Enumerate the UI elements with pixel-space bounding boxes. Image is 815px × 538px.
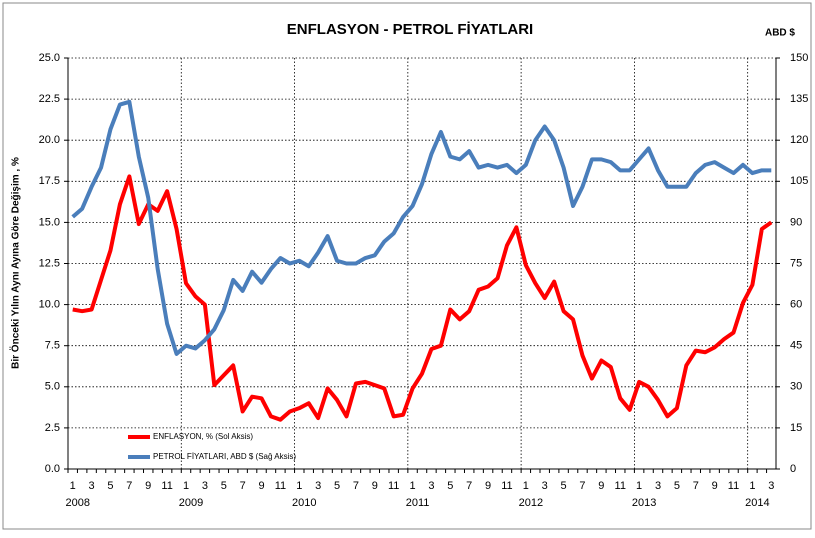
- y-tick-label: 10.0: [39, 299, 60, 311]
- x-tick-label: 11: [275, 480, 286, 492]
- y-tick-label: 2.5: [45, 422, 60, 434]
- x-tick-label: 3: [315, 480, 321, 492]
- x-group-label: 2010: [292, 497, 316, 509]
- x-tick-label: 9: [145, 480, 151, 492]
- x-tick-label: 9: [485, 480, 491, 492]
- y2-tick-label: 15: [790, 422, 802, 434]
- x-tick-label: 1: [749, 480, 755, 492]
- y2-tick-label: 0: [790, 463, 796, 475]
- x-tick-label: 9: [712, 480, 718, 492]
- chart-title: ENFLASYON - PETROL FİYATLARI: [287, 21, 533, 38]
- series-line: [71, 99, 772, 356]
- x-tick-label: 7: [579, 480, 585, 492]
- x-group-label: 2009: [179, 497, 203, 509]
- x-group-label: 2011: [406, 497, 430, 509]
- x-tick-label: 5: [107, 480, 113, 492]
- x-group-label: 2014: [745, 497, 769, 509]
- y-tick-label: 17.5: [39, 175, 60, 187]
- x-tick-label: 11: [501, 480, 512, 492]
- x-tick-label: 7: [240, 480, 246, 492]
- y2-tick-label: 45: [790, 340, 802, 352]
- x-group-label: 2013: [632, 497, 656, 509]
- y2-axis-label: ABD $: [765, 28, 795, 39]
- y2-tick-label: 75: [790, 257, 802, 269]
- x-tick-label: 1: [636, 480, 642, 492]
- x-group-label: 2008: [65, 497, 89, 509]
- x-tick-label: 5: [334, 480, 340, 492]
- x-tick-label: 11: [615, 480, 626, 492]
- x-tick-label: 9: [258, 480, 264, 492]
- x-tick-label: 5: [221, 480, 227, 492]
- x-tick-label: 7: [126, 480, 132, 492]
- x-tick-label: 11: [728, 480, 739, 492]
- x-tick-label: 7: [466, 480, 472, 492]
- y2-tick-label: 105: [790, 175, 808, 187]
- y-tick-label: 25.0: [39, 52, 60, 64]
- x-tick-label: 3: [655, 480, 661, 492]
- y2-tick-label: 60: [790, 299, 802, 311]
- x-tick-label: 5: [447, 480, 453, 492]
- series-line: [72, 174, 773, 422]
- legend-label: PETROL FİYATLARI, ABD $ (Sağ Aksis): [153, 452, 296, 461]
- y2-tick-label: 90: [790, 216, 802, 228]
- x-tick-label: 3: [542, 480, 548, 492]
- x-tick-label: 1: [523, 480, 529, 492]
- y-tick-label: 5.0: [45, 381, 60, 393]
- y2-tick-label: 120: [790, 134, 808, 146]
- legend-label: ENFLASYON, % (Sol Aksis): [153, 432, 253, 441]
- x-tick-label: 3: [89, 480, 95, 492]
- x-tick-label: 7: [353, 480, 359, 492]
- x-tick-label: 11: [161, 480, 172, 492]
- y-tick-label: 15.0: [39, 216, 60, 228]
- x-tick-label: 1: [183, 480, 189, 492]
- x-tick-label: 5: [674, 480, 680, 492]
- y2-tick-label: 30: [790, 381, 802, 393]
- x-tick-label: 11: [388, 480, 399, 492]
- y2-tick-label: 150: [790, 52, 808, 64]
- y-axis-label: Bir Önceki Yılın Aynı Ayına Göre Değişim…: [9, 157, 22, 369]
- x-tick-label: 1: [409, 480, 415, 492]
- x-group-label: 2012: [519, 497, 543, 509]
- x-tick-label: 1: [70, 480, 76, 492]
- y-tick-label: 7.5: [45, 340, 60, 352]
- x-tick-label: 3: [202, 480, 208, 492]
- x-tick-label: 3: [768, 480, 774, 492]
- x-tick-label: 7: [693, 480, 699, 492]
- x-tick-label: 5: [561, 480, 567, 492]
- x-tick-label: 3: [428, 480, 434, 492]
- y2-tick-label: 135: [790, 93, 808, 105]
- x-tick-label: 9: [598, 480, 604, 492]
- y-tick-label: 22.5: [39, 93, 60, 105]
- y-tick-label: 20.0: [39, 134, 60, 146]
- frame: [2, 2, 812, 530]
- x-tick-label: 9: [372, 480, 378, 492]
- y-tick-label: 12.5: [39, 257, 60, 269]
- x-tick-label: 1: [296, 480, 302, 492]
- y-tick-label: 0.0: [45, 463, 60, 475]
